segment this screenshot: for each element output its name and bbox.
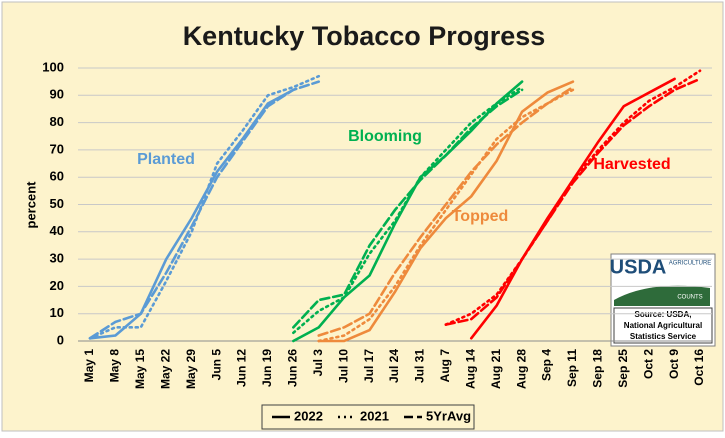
progress-line bbox=[444, 69, 702, 326]
x-tick-label: Aug 7 bbox=[438, 349, 452, 383]
x-tick-label: Jun 26 bbox=[286, 349, 300, 387]
progress-line bbox=[88, 80, 321, 340]
x-tick-label: Jul 24 bbox=[387, 349, 401, 383]
legend-label: 2022 bbox=[294, 408, 323, 423]
legend-label: 2021 bbox=[360, 408, 389, 423]
x-tick-label: May 8 bbox=[108, 349, 122, 383]
y-tick-label: 100 bbox=[42, 59, 64, 74]
source-note: Statistics Service bbox=[630, 332, 697, 341]
progress-line bbox=[317, 85, 575, 337]
logo-arc-top: AGRICULTURE bbox=[669, 261, 712, 267]
x-tick-label: Jun 12 bbox=[235, 349, 249, 387]
x-tick-label: May 1 bbox=[82, 349, 96, 383]
logo-field bbox=[614, 285, 710, 306]
x-tick-label: Jun 5 bbox=[209, 349, 223, 381]
progress-line bbox=[317, 88, 575, 343]
series-label: Harvested bbox=[593, 156, 670, 173]
logo-agency: USDA bbox=[610, 256, 667, 278]
source-note: Source: USDA, bbox=[635, 310, 692, 319]
y-tick-label: 70 bbox=[50, 141, 64, 156]
x-tick-label: Aug 14 bbox=[463, 349, 477, 389]
legend-box bbox=[261, 404, 475, 430]
x-tick-label: Jul 10 bbox=[336, 349, 350, 383]
x-tick-label: May 29 bbox=[184, 349, 198, 389]
x-tick-label: Jul 3 bbox=[311, 349, 325, 377]
x-tick-label: May 15 bbox=[133, 349, 147, 389]
y-tick-label: 30 bbox=[50, 251, 64, 266]
progress-line bbox=[292, 88, 524, 329]
logo-arc-bottom: COUNTS bbox=[677, 295, 702, 301]
series-label: Planted bbox=[137, 151, 195, 168]
y-tick-label: 0 bbox=[57, 332, 64, 347]
x-tick-label: Aug 21 bbox=[489, 349, 503, 389]
progress-line bbox=[292, 85, 524, 335]
progress-line bbox=[444, 77, 702, 326]
usda-logo: USDA AGRICULTURE COUNTS Source: USDA, Nat… bbox=[610, 253, 716, 347]
series-label: Blooming bbox=[348, 128, 422, 145]
x-tick-label: Sep 18 bbox=[591, 349, 605, 388]
progress-line bbox=[317, 80, 575, 343]
source-note: National Agricultural bbox=[624, 321, 702, 330]
x-tick-label: Oct 9 bbox=[667, 349, 681, 379]
series-label: Topped bbox=[452, 208, 509, 225]
y-tick-label: 50 bbox=[50, 196, 64, 211]
x-tick-label: Oct 2 bbox=[641, 349, 655, 379]
x-tick-label: Oct 16 bbox=[692, 349, 706, 386]
chart-title: Kentucky Tobacco Progress bbox=[183, 21, 546, 51]
y-tick-label: 90 bbox=[50, 87, 64, 102]
x-tick-label: Jul 31 bbox=[413, 349, 427, 383]
x-tick-label: Aug 28 bbox=[514, 349, 528, 389]
y-tick-label: 10 bbox=[50, 305, 64, 320]
x-tick-label: May 22 bbox=[158, 349, 172, 389]
x-tick-label: Jun 19 bbox=[260, 349, 274, 387]
legend-label: 5YrAvg bbox=[426, 408, 471, 423]
progress-line bbox=[88, 74, 321, 340]
y-axis-label: percent bbox=[23, 181, 38, 229]
x-tick-label: Jul 17 bbox=[362, 349, 376, 383]
y-tick-label: 80 bbox=[50, 114, 64, 129]
x-tick-label: Sep 11 bbox=[565, 349, 579, 387]
y-tick-label: 20 bbox=[50, 278, 64, 293]
y-tick-label: 40 bbox=[50, 223, 64, 238]
x-tick-label: Sep 4 bbox=[540, 349, 554, 381]
x-tick-label: Sep 25 bbox=[616, 349, 630, 388]
y-tick-label: 60 bbox=[50, 169, 64, 184]
